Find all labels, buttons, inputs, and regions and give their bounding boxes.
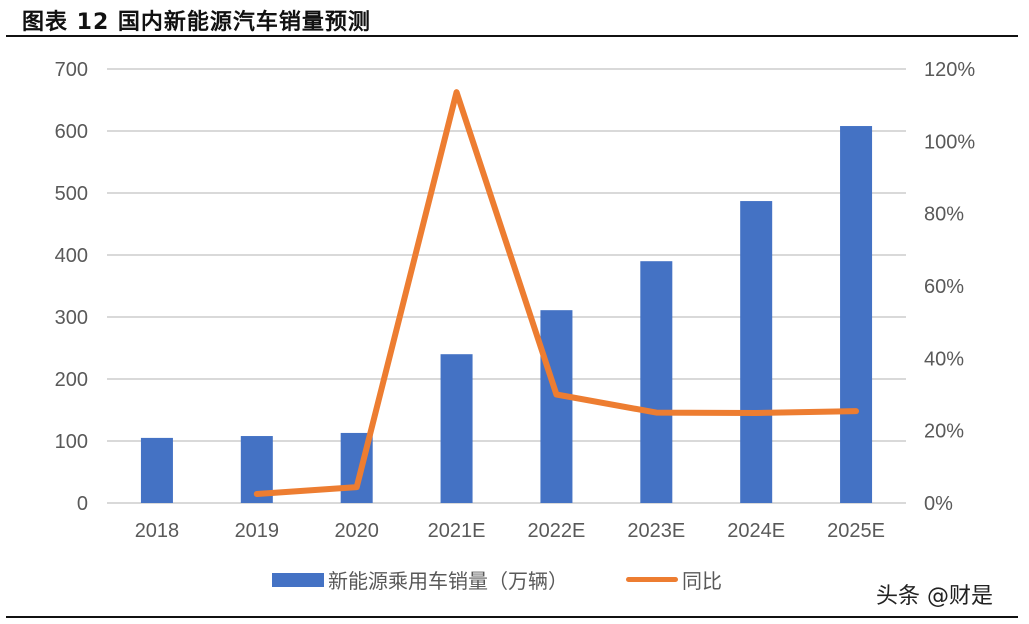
bar xyxy=(540,310,573,503)
bottom-divider xyxy=(6,616,1018,618)
legend-line-label: 同比 xyxy=(682,569,722,593)
x-axis-tick: 2024E xyxy=(727,520,785,542)
chart-plot: 0 100 200 300 400 500 600 700 0% 20% 40% 60% 80% 100%… xyxy=(55,59,976,542)
left-axis-tick: 200 xyxy=(55,369,88,391)
right-axis-tick: 80% xyxy=(924,204,964,226)
title-divider xyxy=(6,35,1018,37)
left-axis-tick: 0 xyxy=(77,493,88,515)
right-axis-tick: 0% xyxy=(924,493,953,515)
right-axis-tick: 20% xyxy=(924,421,964,443)
x-axis-tick: 2022E xyxy=(528,520,586,542)
bar xyxy=(840,126,873,503)
left-axis-tick: 500 xyxy=(55,183,88,205)
legend-bar-label: 新能源乘用车销量（万辆） xyxy=(328,569,568,593)
x-axis-tick: 2020 xyxy=(334,520,379,542)
chart-title: 图表 12 国内新能源汽车销量预测 xyxy=(22,10,371,35)
x-axis-tick: 2021E xyxy=(428,520,486,542)
legend-line-swatch xyxy=(626,577,678,582)
chart-legend: 新能源乘用车销量（万辆） 同比 xyxy=(272,565,722,594)
x-axis-tick: 2019 xyxy=(235,520,280,542)
legend-bar-swatch xyxy=(272,572,324,587)
right-axis-tick: 100% xyxy=(924,131,975,153)
right-axis-tick: 60% xyxy=(924,276,964,298)
bar xyxy=(640,261,673,503)
yoy-line xyxy=(253,89,860,497)
x-axis-tick: 2023E xyxy=(627,520,685,542)
right-axis-tick: 40% xyxy=(924,348,964,370)
left-axis-tick: 600 xyxy=(55,121,88,143)
left-axis-tick: 700 xyxy=(55,59,88,81)
bar xyxy=(140,437,173,503)
watermark: 头条 @财是 xyxy=(876,584,993,609)
bar xyxy=(440,354,473,503)
x-axis-tick: 2025E xyxy=(827,520,885,542)
bar xyxy=(740,201,773,503)
right-axis-tick: 120% xyxy=(924,59,975,81)
x-axis-tick: 2018 xyxy=(135,520,180,542)
left-axis-tick: 100 xyxy=(55,431,88,453)
left-axis-tick: 300 xyxy=(55,307,88,329)
left-axis-tick: 400 xyxy=(55,245,88,267)
